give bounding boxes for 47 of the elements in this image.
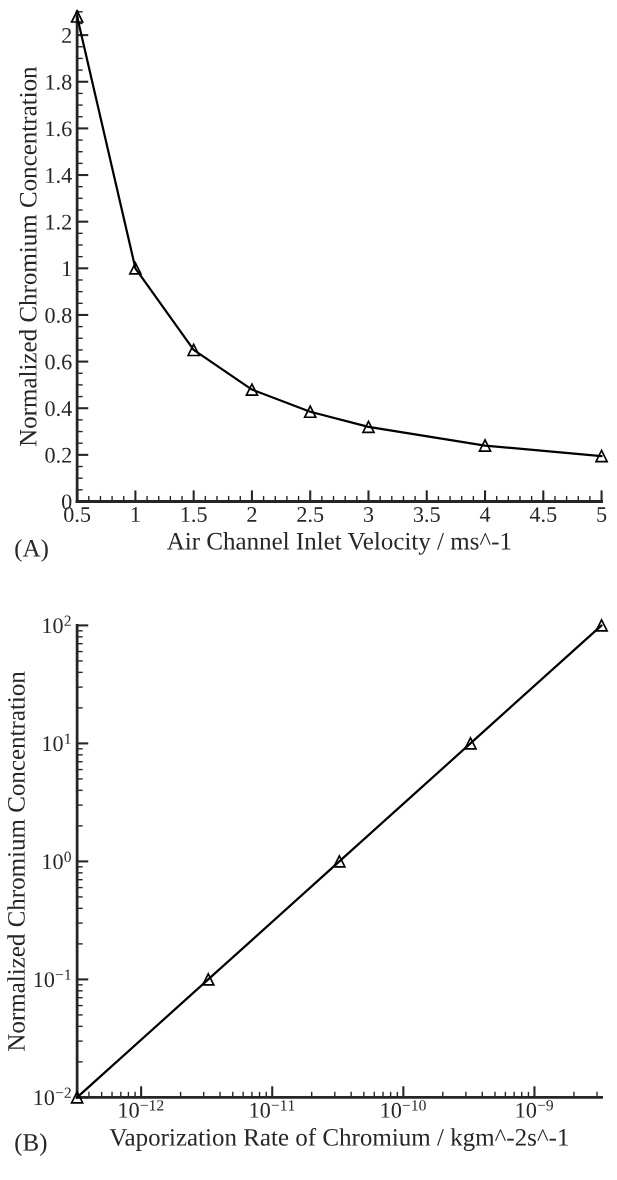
- x-tick-label: 3: [363, 507, 374, 522]
- x-tick-label: 2.5: [297, 507, 324, 523]
- x-axis-title: Air Channel Inlet Velocity / ms^-1: [166, 532, 511, 555]
- text: (A): [15, 539, 48, 562]
- point: [201, 973, 215, 986]
- point: [595, 449, 608, 463]
- x-tick-label: 4: [479, 507, 491, 522]
- x-tick-label: 4.5: [529, 507, 557, 523]
- x-tick-label: 10$^{−12}$: [119, 1100, 164, 1118]
- y-tick-label: 0.6: [45, 354, 72, 370]
- y-tick-label: 2: [62, 28, 72, 43]
- point: [464, 737, 477, 750]
- point: [245, 383, 259, 396]
- x-tick-label: 5: [597, 507, 607, 522]
- y-tick-label: 0.8: [45, 307, 72, 323]
- point: [362, 420, 375, 434]
- y-axis-title: Normalized Chromium Concentration: [19, 66, 37, 447]
- x-tick-label: 1: [131, 507, 140, 522]
- y-tick-label: 10$^{−1}$: [34, 969, 71, 988]
- y-tick-label: 10$^{−2}$: [34, 1087, 71, 1106]
- text: (B): [15, 1133, 47, 1156]
- y-tick-label: 10$^{0}$: [43, 851, 71, 870]
- point: [478, 439, 492, 452]
- x-tick-label: 10$^{−9}$: [516, 1100, 553, 1118]
- y-tick-label: 1.8: [46, 74, 72, 90]
- y-tick-label: 1.2: [46, 214, 72, 230]
- y-tick-label: 1.4: [46, 168, 72, 184]
- y-tick-label: 0.4: [45, 401, 72, 417]
- x-tick-label: 10$^{−10}$: [381, 1100, 426, 1118]
- x-tick-label: 2: [247, 507, 257, 522]
- point: [332, 855, 346, 868]
- point: [595, 619, 608, 632]
- x-tick-label: 3.5: [413, 507, 440, 523]
- y-tick-label: 10$^{2}$: [43, 615, 71, 634]
- x-axis-title: Vaporization Rate of Chromium / kgm^-2s^-1: [109, 1127, 568, 1151]
- point: [129, 261, 142, 275]
- point: [70, 1091, 84, 1104]
- x-tick-label: 1.5: [181, 507, 207, 523]
- x-tick-label: 10$^{−11}$: [250, 1100, 295, 1118]
- point: [187, 343, 201, 357]
- y-tick-label: 10$^{1}$: [43, 733, 71, 752]
- y-tick-label: 0.2: [45, 447, 72, 463]
- y-tick-label: 1: [63, 261, 71, 277]
- y-axis-title: Normalized Chromium Concentration: [7, 671, 25, 1051]
- point: [303, 405, 317, 419]
- point: [70, 10, 84, 23]
- y-tick-label: 1.6: [46, 121, 72, 137]
